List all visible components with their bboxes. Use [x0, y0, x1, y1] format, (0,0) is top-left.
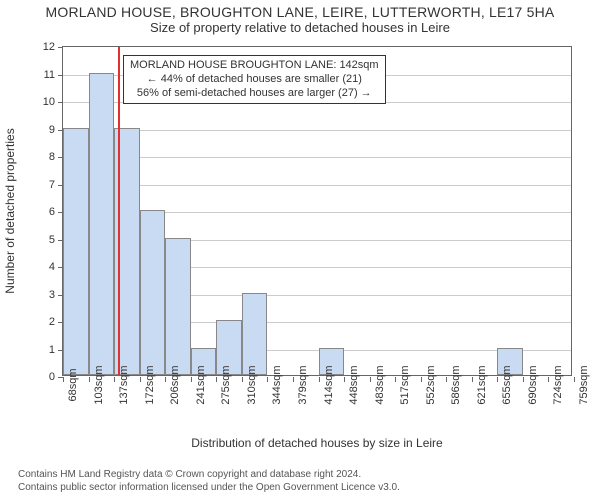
xtick-mark: [370, 377, 371, 382]
annotation-line3: 56% of semi-detached houses are larger (…: [130, 87, 379, 101]
ytick-label: 11: [15, 69, 55, 81]
xtick-label: 621sqm: [476, 365, 488, 404]
xtick-mark: [191, 377, 192, 382]
ytick-mark: [58, 75, 63, 76]
xtick-mark: [140, 377, 141, 382]
xtick-label: 690sqm: [527, 365, 539, 404]
plot-area: 0123456789101112MORLAND HOUSE BROUGHTON …: [62, 46, 572, 376]
chart-title: MORLAND HOUSE, BROUGHTON LANE, LEIRE, LU…: [0, 0, 600, 20]
xtick-mark: [63, 377, 64, 382]
xtick-mark: [216, 377, 217, 382]
subject-marker-line: [118, 47, 120, 375]
xtick-mark: [472, 377, 473, 382]
xtick-label: 137sqm: [118, 365, 130, 404]
xtick-label: 483sqm: [374, 365, 386, 404]
xtick-mark: [267, 377, 268, 382]
xtick-label: 103sqm: [93, 365, 105, 404]
chart-box: Number of detached properties 0123456789…: [62, 46, 572, 376]
xtick-mark: [319, 377, 320, 382]
xtick-label: 275sqm: [220, 365, 232, 404]
xtick-mark: [165, 377, 166, 382]
ytick-label: 12: [15, 41, 55, 53]
histogram-bar: [140, 210, 165, 375]
x-axis-label: Distribution of detached houses by size …: [62, 436, 572, 450]
ytick-label: 0: [15, 371, 55, 383]
xtick-mark: [523, 377, 524, 382]
histogram-bar: [63, 128, 89, 376]
xtick-mark: [89, 377, 90, 382]
xtick-mark: [293, 377, 294, 382]
xtick-label: 68sqm: [67, 368, 79, 401]
ytick-label: 2: [15, 316, 55, 328]
xtick-label: 448sqm: [348, 365, 360, 404]
xtick-label: 655sqm: [501, 365, 513, 404]
xtick-label: 759sqm: [578, 365, 590, 404]
attribution-footer: Contains HM Land Registry data © Crown c…: [18, 468, 590, 494]
xtick-mark: [421, 377, 422, 382]
xtick-mark: [497, 377, 498, 382]
xtick-label: 344sqm: [271, 365, 283, 404]
ytick-label: 7: [15, 179, 55, 191]
footer-line2: Contains public sector information licen…: [18, 481, 590, 494]
xtick-label: 414sqm: [323, 365, 335, 404]
ytick-label: 8: [15, 151, 55, 163]
ytick-label: 1: [15, 344, 55, 356]
xtick-label: 552sqm: [425, 365, 437, 404]
xtick-label: 517sqm: [399, 365, 411, 404]
histogram-bar: [89, 73, 114, 376]
xtick-mark: [344, 377, 345, 382]
chart-container: MORLAND HOUSE, BROUGHTON LANE, LEIRE, LU…: [0, 0, 600, 500]
xtick-label: 172sqm: [144, 365, 156, 404]
xtick-label: 724sqm: [552, 365, 564, 404]
ytick-mark: [58, 47, 63, 48]
ytick-label: 4: [15, 261, 55, 273]
xtick-mark: [446, 377, 447, 382]
ytick-label: 3: [15, 289, 55, 301]
annotation-line1: MORLAND HOUSE BROUGHTON LANE: 142sqm: [130, 59, 379, 73]
annotation-box: MORLAND HOUSE BROUGHTON LANE: 142sqm← 44…: [123, 55, 386, 104]
ytick-label: 6: [15, 206, 55, 218]
xtick-label: 206sqm: [169, 365, 181, 404]
ytick-label: 9: [15, 124, 55, 136]
xtick-mark: [242, 377, 243, 382]
histogram-bar: [242, 293, 267, 376]
chart-subtitle: Size of property relative to detached ho…: [0, 20, 600, 39]
xtick-mark: [114, 377, 115, 382]
annotation-line2: ← 44% of detached houses are smaller (21…: [130, 73, 379, 87]
ytick-label: 5: [15, 234, 55, 246]
histogram-bar: [165, 238, 191, 376]
xtick-label: 379sqm: [297, 365, 309, 404]
ytick-mark: [58, 102, 63, 103]
xtick-mark: [574, 377, 575, 382]
xtick-label: 241sqm: [195, 365, 207, 404]
xtick-mark: [395, 377, 396, 382]
xtick-label: 310sqm: [246, 365, 258, 404]
xtick-mark: [548, 377, 549, 382]
footer-line1: Contains HM Land Registry data © Crown c…: [18, 468, 590, 481]
xtick-label: 586sqm: [450, 365, 462, 404]
ytick-label: 10: [15, 96, 55, 108]
